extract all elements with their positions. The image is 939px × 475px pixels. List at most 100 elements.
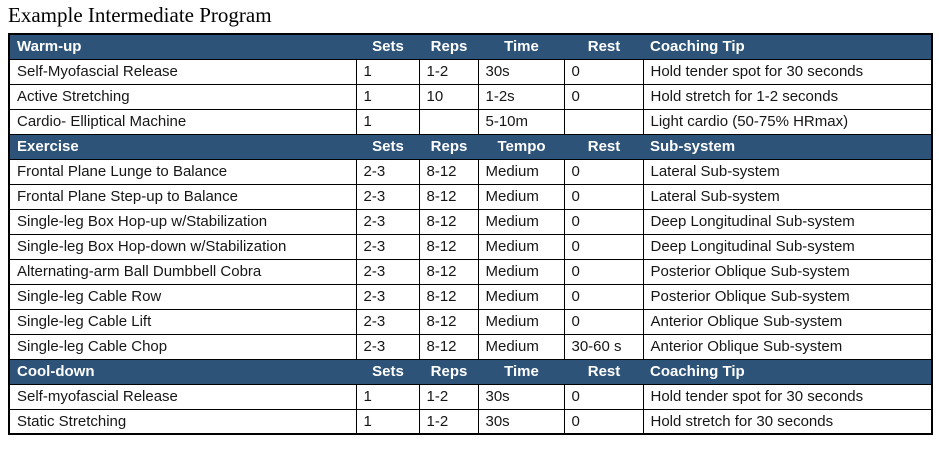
value-cell: Anterior Oblique Sub-system xyxy=(642,308,933,335)
column-header: Coaching Tip xyxy=(643,33,932,60)
value-cell: 30s xyxy=(477,383,565,410)
exercise-name-cell: Alternating-arm Ball Dumbbell Cobra xyxy=(8,258,357,285)
value-cell: 1 xyxy=(355,408,420,435)
column-header: Sets xyxy=(356,133,419,160)
value-cell: 1 xyxy=(355,83,420,110)
table-row: Single-leg Box Hop-up w/Stabilization 2-3… xyxy=(8,208,933,235)
value-cell: 0 xyxy=(563,408,644,435)
section-label: Cool-down xyxy=(9,358,356,385)
value-cell: Medium xyxy=(477,308,565,335)
column-header: Reps xyxy=(419,133,478,160)
value-cell: 0 xyxy=(563,308,644,335)
value-cell: Anterior Oblique Sub-system xyxy=(642,333,933,360)
section-header-row: Exercise Sets Reps Tempo Rest Sub-system xyxy=(9,133,932,160)
table-row: Single-leg Cable Row 2-3 8-12 Medium 0 Poster… xyxy=(8,283,933,310)
value-cell: 0 xyxy=(563,183,644,210)
exercise-name-cell: Self-myofascial Release xyxy=(8,383,357,410)
exercise-name-cell: Single-leg Cable Row xyxy=(8,283,357,310)
section-header-row: Cool-down Sets Reps Time Rest Coaching Tip xyxy=(9,358,932,385)
exercise-name-cell: Static Stretching xyxy=(8,408,357,435)
table-row: Single-leg Box Hop-down w/Stabilization 2… xyxy=(8,233,933,260)
table-row: Single-leg Cable Chop 2-3 8-12 Medium 30-60 … xyxy=(8,333,933,360)
value-cell: 2-3 xyxy=(355,233,420,260)
value-cell: Hold stretch for 30 seconds xyxy=(642,408,933,435)
page-title: Example Intermediate Program xyxy=(8,3,272,27)
value-cell: Hold tender spot for 30 seconds xyxy=(642,383,933,410)
exercise-name-cell: Frontal Plane Step-up to Balance xyxy=(8,183,357,210)
value-cell: 8-12 xyxy=(418,233,479,260)
table-row: Self-Myofascial Release 1 1-2 30s 0 Hold tend… xyxy=(8,58,933,85)
value-cell: 8-12 xyxy=(418,208,479,235)
exercise-name-cell: Frontal Plane Lunge to Balance xyxy=(8,158,357,185)
value-cell: 1 xyxy=(355,108,420,135)
exercise-name-cell: Single-leg Box Hop-up w/Stabilization xyxy=(8,208,357,235)
column-header: Sets xyxy=(356,358,419,385)
column-header: Tempo xyxy=(478,133,564,160)
column-header: Time xyxy=(478,33,564,60)
value-cell: Posterior Oblique Sub-system xyxy=(642,283,933,310)
column-header: Time xyxy=(478,358,564,385)
value-cell: 2-3 xyxy=(355,258,420,285)
column-header: Reps xyxy=(419,33,478,60)
value-cell: Hold stretch for 1-2 seconds xyxy=(642,83,933,110)
value-cell: 2-3 xyxy=(355,333,420,360)
value-cell: Medium xyxy=(477,333,565,360)
value-cell: Lateral Sub-system xyxy=(642,158,933,185)
value-cell: 0 xyxy=(563,158,644,185)
value-cell: Hold tender spot for 30 seconds xyxy=(642,58,933,85)
value-cell: 1-2 xyxy=(418,408,479,435)
column-header: Rest xyxy=(564,33,643,60)
value-cell: Deep Longitudinal Sub-system xyxy=(642,233,933,260)
program-table-body: Warm-up Sets Reps Time Rest Coaching Tip Self-… xyxy=(8,33,933,435)
value-cell: Medium xyxy=(477,208,565,235)
value-cell: 0 xyxy=(563,58,644,85)
table-row: Single-leg Cable Lift 2-3 8-12 Medium 0 Anter… xyxy=(8,308,933,335)
value-cell: 2-3 xyxy=(355,308,420,335)
table-row: Cardio- Elliptical Machine 1 5-10m Light ca… xyxy=(8,108,933,135)
value-cell: 8-12 xyxy=(418,183,479,210)
value-cell: Medium xyxy=(477,258,565,285)
table-row: Frontal Plane Lunge to Balance 2-3 8-12 Med… xyxy=(8,158,933,185)
exercise-name-cell: Single-leg Box Hop-down w/Stabilization xyxy=(8,233,357,260)
value-cell: 30s xyxy=(477,408,565,435)
program-table: Warm-up Sets Reps Time Rest Coaching Tip Self-… xyxy=(8,33,933,435)
value-cell: 5-10m xyxy=(477,108,565,135)
table-row: Frontal Plane Step-up to Balance 2-3 8-12 M… xyxy=(8,183,933,210)
column-header: Sub-system xyxy=(643,133,932,160)
value-cell: 2-3 xyxy=(355,183,420,210)
value-cell: 8-12 xyxy=(418,308,479,335)
value-cell: 0 xyxy=(563,83,644,110)
value-cell: Medium xyxy=(477,283,565,310)
value-cell: 1 xyxy=(355,58,420,85)
value-cell xyxy=(418,108,479,135)
value-cell: 0 xyxy=(563,283,644,310)
table-row: Alternating-arm Ball Dumbbell Cobra 2-3 8-… xyxy=(8,258,933,285)
value-cell: 2-3 xyxy=(355,158,420,185)
value-cell: Deep Longitudinal Sub-system xyxy=(642,208,933,235)
value-cell: 8-12 xyxy=(418,333,479,360)
column-header: Rest xyxy=(564,133,643,160)
column-header: Reps xyxy=(419,358,478,385)
column-header: Rest xyxy=(564,358,643,385)
section-header-row: Warm-up Sets Reps Time Rest Coaching Tip xyxy=(9,33,932,60)
exercise-name-cell: Active Stretching xyxy=(8,83,357,110)
value-cell: 1 xyxy=(355,383,420,410)
value-cell: 10 xyxy=(418,83,479,110)
value-cell: 0 xyxy=(563,208,644,235)
value-cell: 8-12 xyxy=(418,258,479,285)
value-cell: 1-2 xyxy=(418,383,479,410)
value-cell: 8-12 xyxy=(418,158,479,185)
exercise-name-cell: Single-leg Cable Chop xyxy=(8,333,357,360)
value-cell: Lateral Sub-system xyxy=(642,183,933,210)
value-cell: 30-60 s xyxy=(563,333,644,360)
value-cell: 2-3 xyxy=(355,283,420,310)
column-header: Sets xyxy=(356,33,419,60)
value-cell: 2-3 xyxy=(355,208,420,235)
value-cell: 0 xyxy=(563,258,644,285)
value-cell: 0 xyxy=(563,383,644,410)
value-cell: Medium xyxy=(477,183,565,210)
value-cell: Posterior Oblique Sub-system xyxy=(642,258,933,285)
table-row: Active Stretching 1 10 1-2s 0 Hold stretch fo… xyxy=(8,83,933,110)
value-cell: 1-2s xyxy=(477,83,565,110)
